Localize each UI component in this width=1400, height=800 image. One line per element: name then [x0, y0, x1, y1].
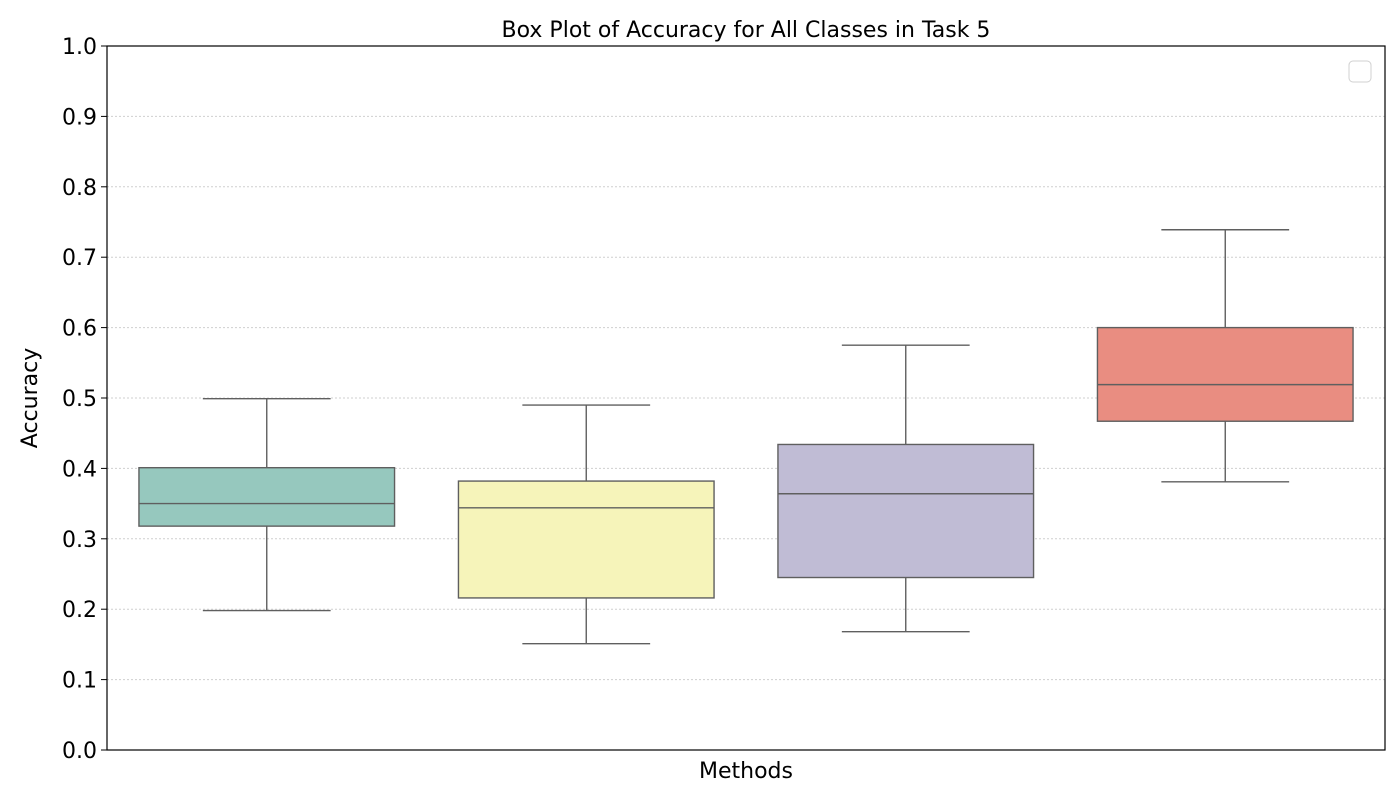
iqr-box [777, 443, 1035, 579]
iqr-box [138, 466, 396, 527]
y-tick-label: 0.9 [62, 105, 97, 130]
box-4 [1096, 229, 1354, 483]
y-tick-label: 0.1 [62, 669, 97, 694]
box-1 [138, 398, 396, 612]
boxes [138, 229, 1354, 645]
box-2 [457, 404, 715, 645]
chart-title: Box Plot of Accuracy for All Classes in … [502, 18, 991, 43]
y-tick-label: 0.6 [62, 317, 97, 342]
y-axis-ticks: 0.0 0.1 0.2 0.3 0.4 0.5 0.6 0.7 0.8 0.9 1.0 [62, 35, 107, 764]
plot-frame [106, 45, 1386, 751]
y-tick-label: 0.3 [62, 528, 97, 553]
y-tick-label: 0.5 [62, 387, 97, 412]
y-tick-label: 0.2 [62, 598, 97, 623]
y-tick-label: 0.4 [62, 457, 97, 482]
iqr-box [1096, 326, 1354, 422]
y-axis-label: Accuracy [18, 348, 43, 448]
iqr-box [457, 480, 715, 599]
x-axis-label: Methods [699, 759, 793, 784]
legend-box [1348, 60, 1372, 83]
y-tick-label: 0.0 [62, 739, 97, 764]
y-tick-label: 1.0 [62, 35, 97, 60]
box-3 [777, 344, 1035, 633]
y-tick-label: 0.7 [62, 246, 97, 271]
y-tick-label: 0.8 [62, 176, 97, 201]
